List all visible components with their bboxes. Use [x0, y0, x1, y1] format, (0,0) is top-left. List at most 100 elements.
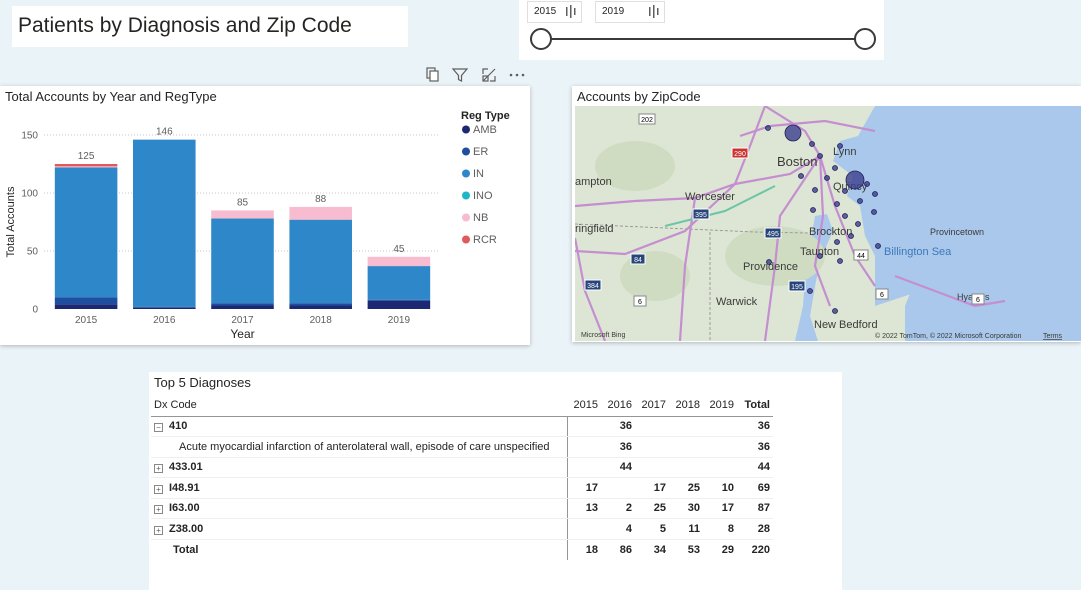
bar-segment-in[interactable] — [289, 219, 352, 304]
start-year-input[interactable]: 2015 — [527, 1, 582, 23]
matrix-col-header[interactable]: 2016 — [601, 394, 635, 417]
matrix-row-header[interactable]: Dx Code — [151, 394, 567, 417]
map-bubble — [765, 125, 771, 131]
expand-icon[interactable]: + — [154, 505, 163, 515]
diagnoses-matrix-card[interactable]: Top 5 Diagnoses Dx Code 2015 2016 2017 2… — [149, 372, 842, 590]
more-options-icon[interactable] — [508, 66, 526, 84]
map-canvas[interactable]: Lynn Boston Quincy Worcester Brockton Pr… — [575, 106, 1081, 341]
svg-text:202: 202 — [641, 117, 653, 124]
legend-item-er[interactable]: ER — [473, 146, 488, 158]
expand-icon[interactable]: + — [154, 525, 163, 535]
calendar-icon[interactable] — [649, 5, 659, 18]
svg-text:6: 6 — [976, 297, 980, 304]
matrix-col-header[interactable]: 2019 — [703, 394, 737, 417]
data-label: 85 — [237, 197, 249, 208]
map-label-boston: Boston — [777, 154, 817, 169]
table-row[interactable]: Acute myocardial infarction of anterolat… — [151, 436, 773, 458]
slider-start-handle[interactable] — [530, 28, 552, 50]
expand-icon[interactable]: + — [154, 484, 163, 494]
slider-track[interactable] — [519, 24, 884, 54]
bar-segment-er[interactable] — [211, 303, 274, 306]
focus-mode-icon[interactable] — [480, 66, 498, 84]
bar-segment-in[interactable] — [367, 266, 431, 300]
legend-item-in[interactable]: IN — [473, 168, 484, 180]
legend-item-ino[interactable]: INO — [473, 190, 493, 202]
route-shield: 6 — [875, 288, 889, 300]
bar-segment-er[interactable] — [133, 306, 196, 308]
bar-segment-in[interactable] — [211, 218, 274, 304]
table-cell — [703, 457, 737, 478]
map-svg[interactable]: Lynn Boston Quincy Worcester Brockton Pr… — [575, 106, 1081, 341]
bar-segment-amb[interactable] — [367, 300, 431, 309]
legend-item-amb[interactable]: AMB — [473, 124, 497, 136]
map-label-providence: Providence — [743, 261, 798, 273]
table-cell — [703, 436, 737, 458]
svg-text:84: 84 — [634, 257, 642, 264]
bar-segment-amb[interactable] — [54, 304, 118, 309]
legend-marker-er[interactable] — [462, 147, 470, 156]
legend-item-rcr[interactable]: RCR — [473, 234, 497, 246]
matrix-col-header[interactable]: 2015 — [567, 394, 601, 417]
table-row[interactable]: +433.01 44 44 — [151, 457, 773, 478]
matrix-col-header[interactable]: Total — [737, 394, 773, 417]
matrix-col-header[interactable]: 2017 — [635, 394, 669, 417]
zip-bubbles — [765, 124, 881, 314]
map-brand: Microsoft Bing — [581, 332, 625, 339]
collapse-icon[interactable]: − — [154, 423, 163, 433]
map-bubble — [837, 143, 843, 149]
map-card[interactable]: Accounts by ZipCode — [572, 86, 1081, 342]
expand-icon[interactable]: + — [154, 464, 163, 474]
diagnoses-matrix[interactable]: Dx Code 2015 2016 2017 2018 2019 Total −… — [151, 394, 773, 560]
legend-title: Reg Type — [461, 110, 510, 122]
copy-icon[interactable] — [423, 66, 441, 84]
bar-segment-rcr[interactable] — [54, 164, 118, 167]
stacked-bar-chart[interactable]: 0 50 100 150 Total Accounts 125 2015 146 2016 85 2… — [0, 86, 530, 345]
x-tick-label: 2015 — [75, 315, 98, 326]
bar-segment-amb[interactable] — [289, 305, 352, 309]
svg-text:290: 290 — [734, 151, 746, 158]
bar-segment-er[interactable] — [367, 299, 431, 301]
end-year-input[interactable]: 2019 — [595, 1, 665, 23]
slider-end-handle[interactable] — [854, 28, 876, 50]
bar-segment-amb[interactable] — [133, 307, 196, 309]
year-range-slicer[interactable]: 2015 2019 — [519, 0, 884, 60]
map-bubble — [812, 187, 818, 193]
table-row[interactable]: + Z38.00 4 5 11 8 28 — [151, 518, 773, 540]
bar-segment-nb[interactable] — [54, 166, 118, 168]
table-cell: 36 — [737, 436, 773, 458]
matrix-col-header[interactable]: 2018 — [669, 394, 703, 417]
table-cell: 36 — [601, 436, 635, 458]
route-shield: 44 — [853, 249, 869, 261]
table-row[interactable]: + I48.91 17 17 25 10 69 — [151, 477, 773, 499]
legend-marker-in[interactable] — [462, 169, 470, 178]
route-shield: 495 — [764, 227, 782, 239]
legend-item-nb[interactable]: NB — [473, 212, 488, 224]
table-row[interactable]: + I63.00 13 2 25 30 17 87 — [151, 498, 773, 519]
table-cell: 25 — [635, 498, 669, 519]
legend-marker-ino[interactable] — [462, 191, 470, 200]
calendar-icon[interactable] — [566, 5, 576, 18]
total-cell: 220 — [751, 543, 770, 556]
filter-icon[interactable] — [451, 66, 469, 84]
data-label: 88 — [315, 194, 327, 205]
bar-segment-nb[interactable] — [367, 256, 431, 267]
bar-chart-card[interactable]: Total Accounts by Year and RegType 0 50 10… — [0, 86, 530, 345]
bar-segment-amb[interactable] — [211, 305, 274, 309]
bar-segment-er[interactable] — [54, 297, 118, 305]
map-label-new-bedford: New Bedford — [814, 319, 878, 331]
legend-marker-nb[interactable] — [462, 213, 470, 222]
dx-code-label: Z38.00 — [169, 522, 204, 535]
legend-marker-amb[interactable] — [462, 125, 470, 134]
bar-segment-nb[interactable] — [211, 210, 274, 219]
map-bubble — [798, 173, 804, 179]
bar-segment-in[interactable] — [133, 139, 196, 307]
bar-segment-in[interactable] — [54, 167, 118, 298]
bar-segment-nb[interactable] — [289, 206, 352, 220]
total-cell: 29 — [721, 543, 734, 556]
table-row[interactable]: −410 36 36 — [151, 416, 773, 437]
map-bubble — [834, 239, 840, 245]
legend-marker-rcr[interactable] — [462, 235, 470, 244]
bar-segment-er[interactable] — [289, 303, 352, 306]
table-cell: 8 — [703, 518, 737, 540]
table-cell — [703, 416, 737, 437]
